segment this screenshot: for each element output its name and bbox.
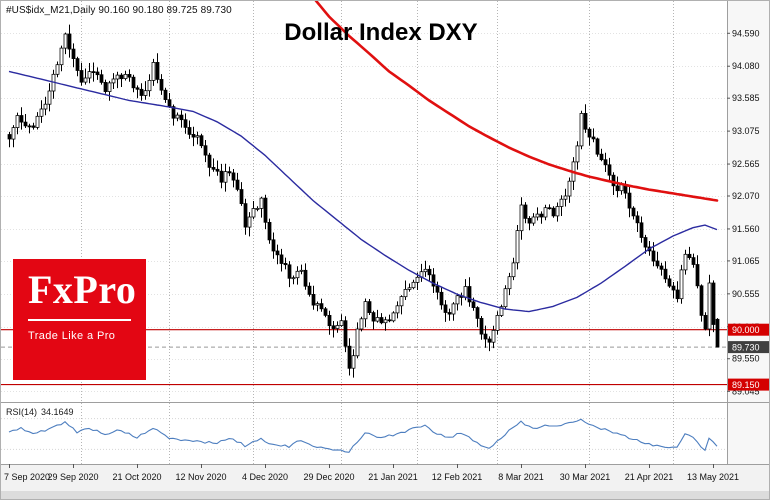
- time-tick-label: 7 Sep 2020: [4, 472, 50, 482]
- price-tick-label: 93.075: [732, 126, 760, 136]
- price-tick-label: 89.045: [732, 386, 760, 396]
- chart-title: Dollar Index DXY: [284, 19, 478, 46]
- fxpro-logo-divider: [28, 319, 131, 321]
- rsi-value: 34.1649: [41, 407, 74, 417]
- rsi-line: [8, 418, 718, 453]
- time-tick-label: 12 Feb 2021: [432, 472, 483, 482]
- time-tick-label: 21 Jan 2021: [368, 472, 418, 482]
- price-badge-current: 89.730: [728, 341, 769, 354]
- time-tick-label: 21 Oct 2020: [112, 472, 161, 482]
- time-tick-label: 13 May 2021: [687, 472, 739, 482]
- fxpro-logo: FxPro Trade Like a Pro: [13, 259, 146, 380]
- time-tick-label: 8 Mar 2021: [498, 472, 544, 482]
- time-tick-label: 4 Dec 2020: [242, 472, 288, 482]
- fxpro-tagline: Trade Like a Pro: [28, 330, 116, 342]
- price-tick-label: 91.065: [732, 256, 760, 266]
- time-tick-label: 29 Sep 2020: [47, 472, 98, 482]
- rsi-indicator-label: RSI(14) 34.1649: [6, 407, 74, 417]
- price-badge-level-89.150: 89.150: [728, 378, 769, 391]
- price-badge-level-90.000: 90.000: [728, 323, 769, 336]
- price-tick-label: 94.590: [732, 28, 760, 38]
- ma-blue-line: [8, 70, 718, 313]
- price-tick-label: 92.565: [732, 159, 760, 169]
- price-tick-label: 89.550: [732, 354, 760, 364]
- price-axis-strip: [727, 1, 769, 499]
- window-bottom-strip: [1, 491, 769, 499]
- time-tick-label: 21 Apr 2021: [625, 472, 674, 482]
- price-axis[interactable]: 94.590 94.080 93.585 93.075 92.565 92.070 91.5…: [727, 28, 770, 396]
- rsi-name: RSI(14): [6, 407, 38, 417]
- time-tick-label: 29 Dec 2020: [303, 472, 354, 482]
- price-tick-label: 93.585: [732, 93, 760, 103]
- ma-red-line: [314, 1, 719, 202]
- time-tick-label: 12 Nov 2020: [175, 472, 226, 482]
- price-tick-label: 94.080: [732, 61, 760, 71]
- svg-text:89.150: 89.150: [732, 380, 760, 390]
- svg-text:89.730: 89.730: [732, 343, 760, 353]
- price-tick-label: 90.555: [732, 289, 760, 299]
- price-tick-label: 91.560: [732, 224, 760, 234]
- time-tick-label: 30 Mar 2021: [560, 472, 611, 482]
- fxpro-brand-text: FxPro: [28, 267, 137, 312]
- candles-layer: [7, 24, 720, 378]
- svg-text:90.000: 90.000: [732, 325, 760, 335]
- symbol-ohlc-header: #US$idx_M21,Daily 90.160 90.180 89.725 8…: [6, 5, 232, 16]
- price-tick-label: 92.070: [732, 191, 760, 201]
